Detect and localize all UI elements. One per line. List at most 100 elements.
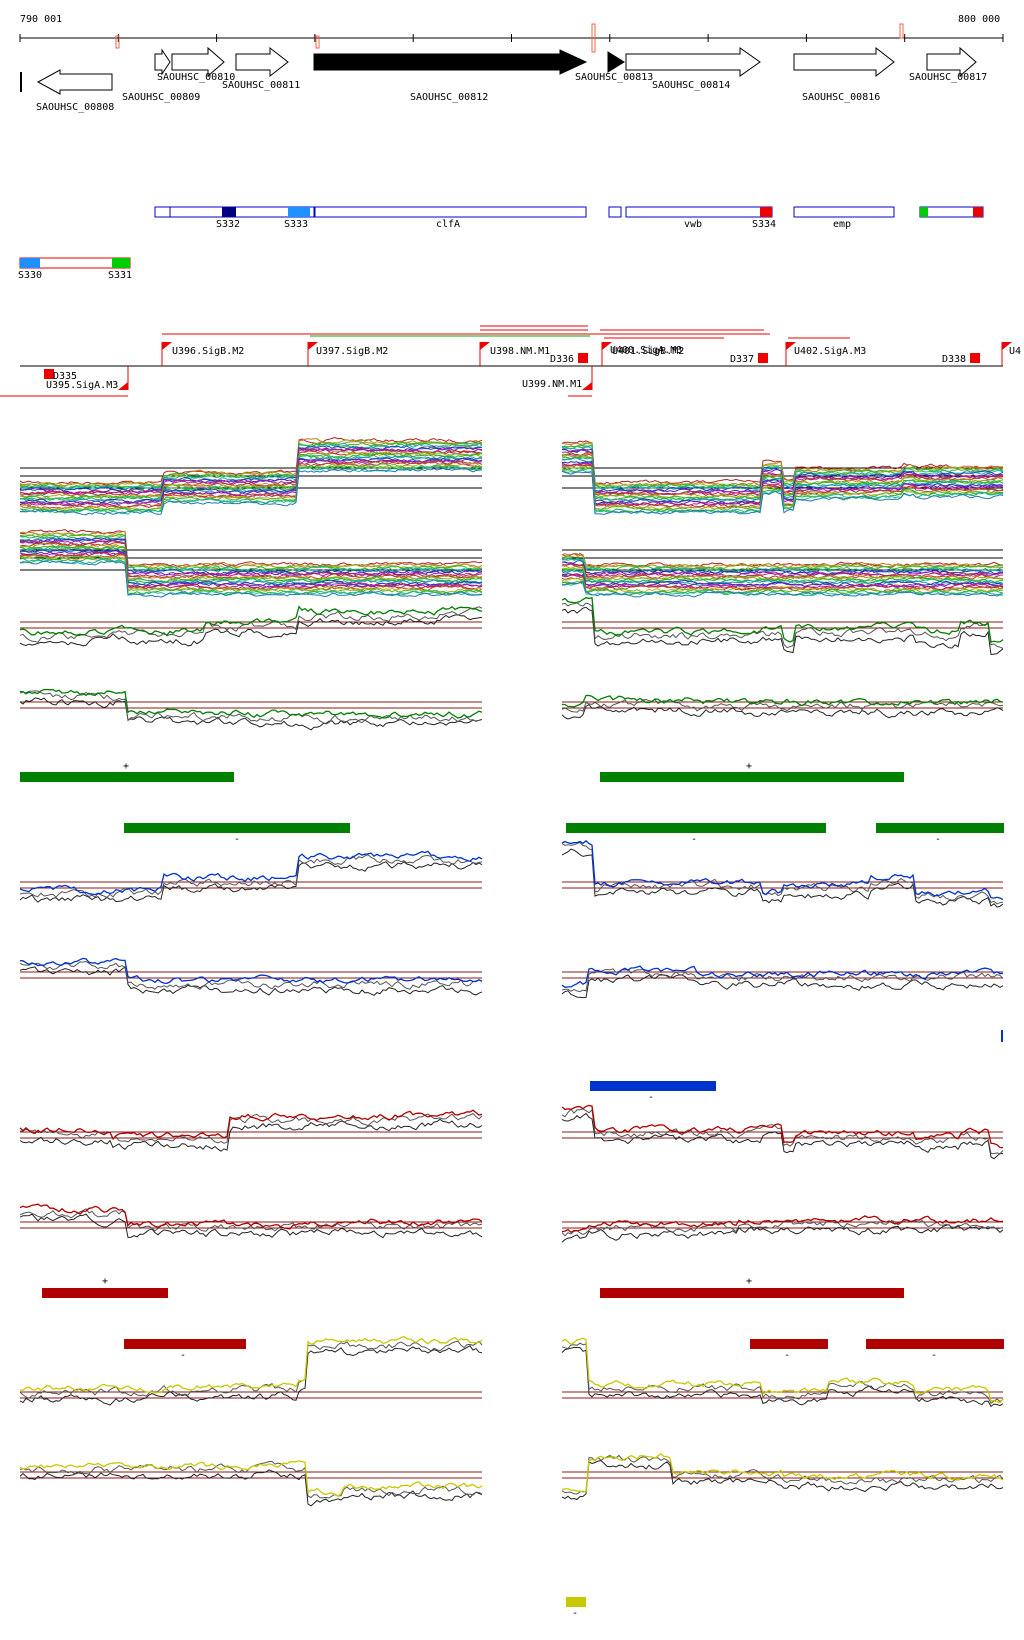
gene-arrow-saouhsc-00812[interactable]	[313, 49, 588, 75]
segment-bar-green[interactable]	[124, 823, 350, 833]
expression-trace	[19, 448, 483, 496]
expression-trace-black	[561, 606, 1004, 656]
expression-trace	[19, 560, 483, 598]
promoter-track: U396.SigB.M2 U397.SigB.M2 U398.NM.M1 U40…	[0, 325, 1021, 397]
expression-trace	[561, 558, 1004, 573]
terminator-marker[interactable]	[44, 369, 54, 379]
promoter-marker[interactable]	[118, 366, 129, 390]
expression-trace	[19, 558, 482, 597]
strand-label-plus: +	[746, 1276, 752, 1287]
gene-label: SAOUHSC_00817	[909, 72, 987, 83]
promoter-marker[interactable]	[307, 342, 318, 366]
expression-trace-colored	[19, 605, 483, 636]
expression-trace-gray	[561, 602, 1004, 649]
expression-trace	[19, 532, 483, 571]
gene-arrow-saouhsc-00811[interactable]	[235, 46, 289, 78]
annotation-box-clfa[interactable]	[313, 206, 587, 218]
promoter-marker[interactable]	[1001, 342, 1012, 366]
terminator-marker[interactable]	[578, 353, 588, 363]
expression-trace	[19, 551, 483, 590]
gene-arrow-saouhsc-00808[interactable]	[36, 69, 113, 95]
terminator-label: D336	[550, 354, 574, 365]
annotation-marker[interactable]	[920, 207, 928, 217]
annotation-marker[interactable]	[973, 207, 983, 217]
promoter-marker[interactable]	[582, 366, 593, 390]
expression-trace	[561, 469, 1004, 515]
annotation-box-vwb[interactable]	[625, 206, 773, 218]
promoter-label: U4	[1009, 346, 1021, 357]
green-minus-left	[19, 688, 483, 731]
promoter-marker[interactable]	[601, 342, 612, 366]
red-minus-left	[19, 1203, 483, 1239]
segment-bar-green[interactable]	[876, 823, 1004, 833]
promoter-label: U395.SigA.M3	[46, 380, 118, 391]
expression-trace-black	[19, 697, 483, 731]
expression-trace-black	[561, 1224, 1004, 1243]
multi-sample-minus-left	[19, 529, 483, 598]
segment-bar-yellow[interactable]	[566, 1597, 586, 1607]
segment-bar-green[interactable]	[566, 823, 826, 833]
green-plus-right	[561, 597, 1004, 656]
segment-bar-red[interactable]	[124, 1339, 246, 1349]
promoter-marker[interactable]	[161, 342, 172, 366]
annotation-box[interactable]	[608, 206, 622, 218]
gene-arrow-saouhsc-00810[interactable]	[171, 46, 225, 78]
promoter-marker[interactable]	[785, 342, 796, 366]
annotation-box-emp[interactable]	[793, 206, 895, 218]
annotation-marker[interactable]	[222, 207, 236, 217]
gene-label: SAOUHSC_00816	[802, 92, 880, 103]
expression-trace-gray	[19, 690, 483, 725]
expression-trace	[19, 445, 483, 494]
gene-arrow-saouhsc-00816[interactable]	[793, 46, 895, 78]
expression-trace	[561, 554, 1003, 570]
segment-bar-blue[interactable]	[590, 1081, 716, 1091]
terminator-marker[interactable]	[970, 353, 980, 363]
multi-sample-plus-right	[561, 440, 1004, 516]
segment-bar-green[interactable]	[600, 772, 904, 782]
gene-arrow-saouhsc-00809[interactable]	[154, 48, 171, 76]
terminator-marker[interactable]	[758, 353, 768, 363]
expression-trace-black	[19, 1469, 483, 1507]
annotation-marker[interactable]	[760, 207, 772, 217]
segment-bar-red[interactable]	[42, 1288, 168, 1298]
gene-label: SAOUHSC_00812	[410, 92, 488, 103]
expression-trace-colored	[561, 1215, 1004, 1233]
blue-plus-right	[561, 840, 1004, 908]
expression-trace-colored	[561, 1104, 1004, 1149]
segment-bar-green[interactable]	[20, 772, 234, 782]
segment-bar-red[interactable]	[750, 1339, 828, 1349]
segment-track: + + - - - - + + - - - -	[20, 761, 1004, 1619]
expression-trace	[19, 554, 483, 594]
expression-trace	[19, 529, 483, 567]
expression-trace	[19, 555, 483, 595]
expression-trace	[19, 530, 483, 569]
red-minus-right	[561, 1215, 1004, 1243]
expression-trace-black	[19, 1118, 483, 1152]
expression-trace	[561, 563, 1004, 578]
annotation-marker[interactable]	[112, 258, 130, 268]
gene-arrow-saouhsc-00814[interactable]	[625, 47, 761, 77]
gene-arrow-saouhsc-00813[interactable]	[607, 51, 625, 73]
segment-bar-blue[interactable]	[1001, 1030, 1003, 1042]
expression-trace	[561, 559, 1004, 576]
promoter-label: U402.SigA.M3	[794, 346, 866, 357]
gene-label: SAOUHSC_00809	[122, 92, 200, 103]
expression-trace	[561, 563, 1004, 580]
annotation-marker[interactable]	[20, 258, 40, 268]
segment-bar-red[interactable]	[600, 1288, 904, 1298]
promoter-label: U399.NM.M1	[522, 379, 582, 390]
expression-trace-black	[561, 848, 1004, 908]
annotation-label: S330	[18, 270, 42, 281]
segment-bar-red[interactable]	[866, 1339, 1004, 1349]
terminator-label: D335	[53, 371, 77, 382]
green-plus-left	[19, 605, 483, 647]
promoter-marker[interactable]	[479, 342, 490, 366]
red-plus-left	[19, 1109, 483, 1152]
gene-arrow-saouhsc-00817[interactable]	[926, 46, 977, 78]
strand-label-minus: -	[935, 834, 941, 845]
strand-label-minus: -	[180, 1350, 186, 1361]
blue-plus-left	[19, 850, 483, 903]
expression-trace-black	[561, 703, 1004, 720]
annotation-marker[interactable]	[288, 207, 310, 217]
